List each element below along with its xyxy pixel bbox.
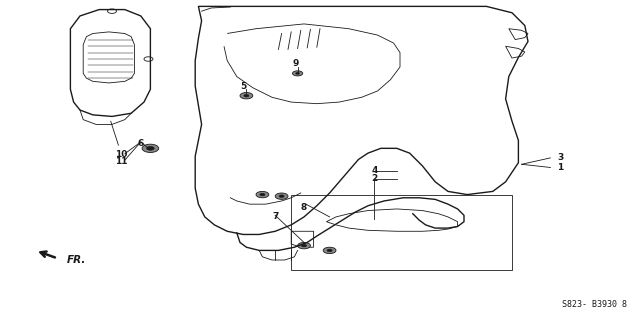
Text: 4: 4 [371, 166, 378, 175]
Circle shape [279, 195, 284, 197]
Circle shape [292, 71, 303, 76]
Text: 1: 1 [557, 163, 563, 172]
Circle shape [301, 244, 307, 247]
Circle shape [147, 146, 154, 150]
Text: 5: 5 [240, 82, 246, 91]
Circle shape [327, 249, 332, 252]
Bar [291, 195, 512, 270]
Circle shape [142, 144, 159, 152]
Text: S823- B3930 8: S823- B3930 8 [562, 300, 627, 309]
Circle shape [240, 93, 253, 99]
Circle shape [296, 72, 300, 74]
Circle shape [323, 247, 336, 254]
Text: FR.: FR. [67, 255, 86, 265]
Circle shape [298, 242, 310, 249]
Text: 7: 7 [272, 212, 278, 221]
Circle shape [244, 94, 249, 97]
Text: 11: 11 [115, 157, 128, 166]
Text: 6: 6 [138, 139, 144, 148]
Text: 8: 8 [301, 203, 307, 212]
Circle shape [256, 191, 269, 198]
Circle shape [275, 193, 288, 199]
Text: 9: 9 [292, 59, 299, 68]
Circle shape [260, 193, 265, 196]
Text: 3: 3 [557, 153, 563, 162]
Text: 2: 2 [371, 174, 378, 183]
Text: 10: 10 [115, 150, 128, 159]
